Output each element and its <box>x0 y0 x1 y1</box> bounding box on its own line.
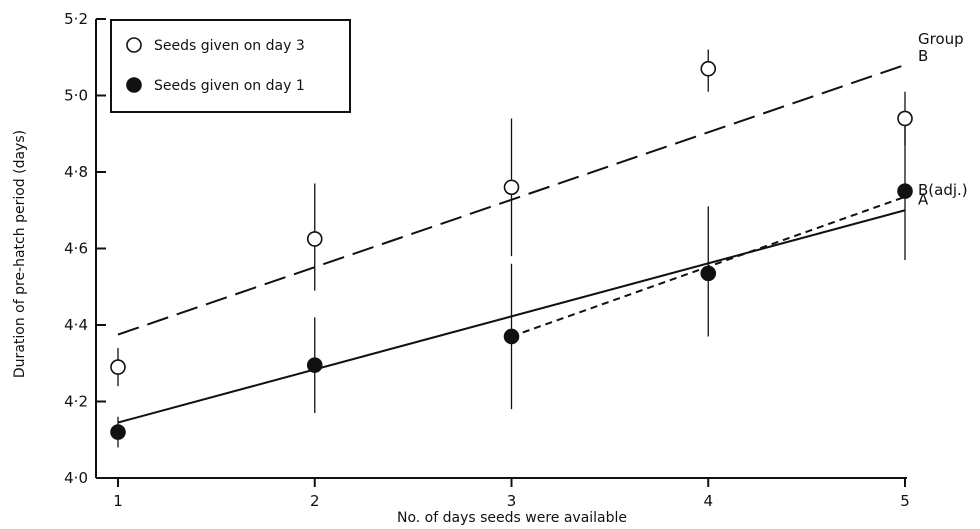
legend: Seeds given on day 3 Seeds given on day 1 <box>110 19 351 113</box>
fit-line-labels: Group B AB(adj.) <box>918 30 968 208</box>
filled-point <box>306 357 323 373</box>
group-heading: Group <box>918 30 964 48</box>
legend-label: Seeds given on day 1 <box>154 78 305 94</box>
axes: 1 2 3 4 5 4·0 4·2 4·4 4·6 4·8 5·0 5·2 <box>64 10 910 510</box>
y-tick-label: 5·0 <box>64 87 88 105</box>
filled-point <box>700 265 717 282</box>
legend-marker <box>126 37 142 53</box>
y-tick-label: 4·2 <box>64 393 88 411</box>
y-tick-label: 4·0 <box>64 469 88 487</box>
y-axis-label: Duration of pre-hatch period (days) <box>12 130 28 378</box>
filled-point <box>897 183 913 199</box>
x-tick-label: 3 <box>507 492 517 510</box>
x-axis-label: No. of days seeds were available <box>397 510 627 526</box>
open-point <box>700 60 717 77</box>
legend-marker <box>126 77 142 93</box>
open-point <box>110 359 126 375</box>
y-tick-label: 5·2 <box>64 10 88 28</box>
open-point <box>306 231 323 247</box>
x-tick-label: 1 <box>113 492 123 510</box>
fit-line-label: B <box>918 47 928 65</box>
fit-line-label: B(adj.) <box>918 181 968 199</box>
filled-point <box>503 328 520 345</box>
open-point <box>503 179 520 196</box>
legend-box <box>110 19 351 113</box>
x-tick-label: 2 <box>310 492 320 510</box>
fit-line-label: A <box>918 190 929 208</box>
y-tick-label: 4·6 <box>64 240 88 258</box>
data-points <box>110 60 913 440</box>
filled-point <box>110 424 126 440</box>
legend-label: Seeds given on day 3 <box>154 38 305 54</box>
x-tick-label: 4 <box>703 492 713 510</box>
x-tick-label: 5 <box>900 492 910 510</box>
y-tick-label: 4·8 <box>64 163 88 181</box>
y-tick-label: 4·4 <box>64 316 88 334</box>
open-point <box>897 110 913 127</box>
